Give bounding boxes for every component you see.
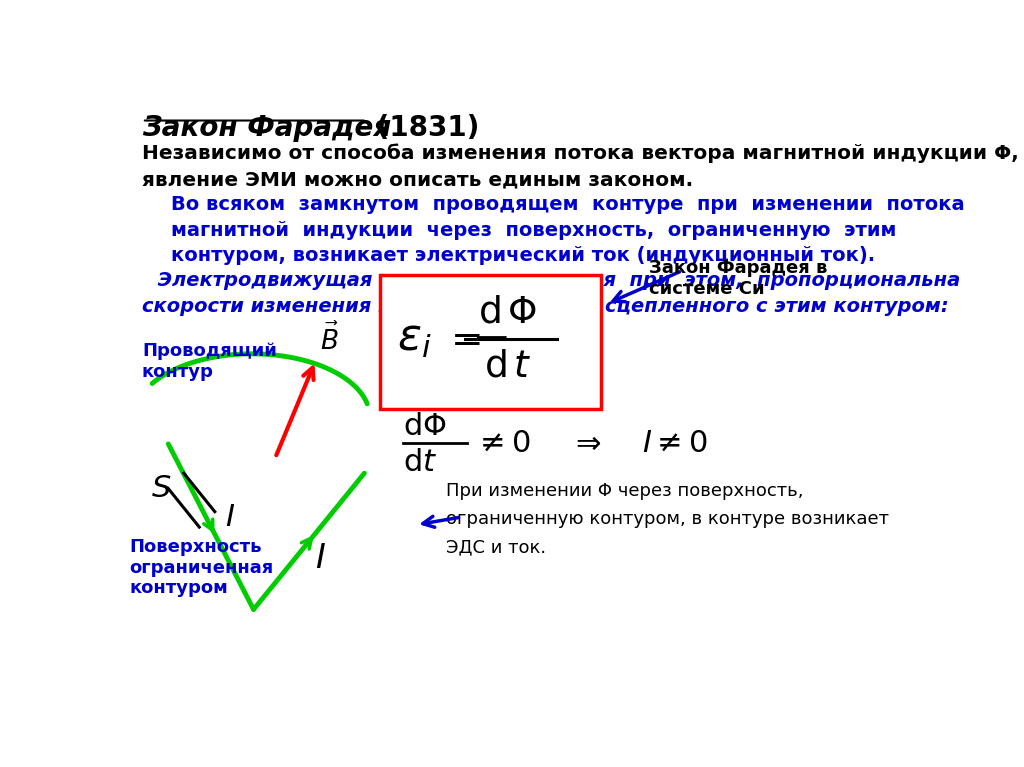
Text: Электродвижущая  сила,  возникающая  при  этом,  пропорциональна: Электродвижущая сила, возникающая при эт… [152, 272, 961, 291]
Text: Закон Фарадея: Закон Фарадея [142, 114, 391, 143]
Text: Независимо от способа изменения потока вектора магнитной индукции Φ,: Независимо от способа изменения потока в… [142, 143, 1019, 163]
Text: $\mathit{I}$: $\mathit{I}$ [315, 542, 326, 574]
Text: скорости изменения магнитного потока, сцепленного с этим контуром:: скорости изменения магнитного потока, сц… [142, 297, 948, 316]
Text: ЭДС и ток.: ЭДС и ток. [445, 538, 546, 556]
Text: (1831): (1831) [367, 114, 479, 143]
Text: $S$: $S$ [152, 474, 172, 503]
Text: $\mathrm{d}\Phi$: $\mathrm{d}\Phi$ [403, 412, 446, 441]
Text: $\mathit{I}$: $\mathit{I}$ [225, 503, 236, 532]
Text: Закон Фарадея в
системе Си: Закон Фарадея в системе Си [649, 259, 827, 298]
Text: явление ЭМИ можно описать единым законом.: явление ЭМИ можно описать единым законом… [142, 170, 693, 189]
Text: Проводящий
контур: Проводящий контур [142, 342, 276, 381]
Text: Во всяком  замкнутом  проводящем  контуре  при  изменении  потока: Во всяком замкнутом проводящем контуре п… [171, 196, 965, 214]
Text: $\mathrm{d}\,t$: $\mathrm{d}\,t$ [484, 348, 531, 384]
Text: $\varepsilon_i$: $\varepsilon_i$ [397, 318, 431, 360]
Text: При изменении Φ через поверхность,: При изменении Φ через поверхность, [445, 482, 803, 500]
Text: $\Rightarrow$: $\Rightarrow$ [569, 429, 602, 458]
Text: $\mathrm{d}\,\Phi$: $\mathrm{d}\,\Phi$ [478, 295, 538, 331]
Text: магнитной  индукции  через  поверхность,  ограниченную  этим: магнитной индукции через поверхность, ог… [171, 221, 896, 239]
Text: $-$: $-$ [471, 316, 508, 361]
Text: $\vec{B}$: $\vec{B}$ [321, 324, 339, 356]
Text: $=$: $=$ [443, 320, 481, 358]
Text: $\neq 0$: $\neq 0$ [474, 429, 531, 458]
Text: $I \neq 0$: $I \neq 0$ [642, 429, 708, 458]
Text: Поверхность
ограниченная
контуром: Поверхность ограниченная контуром [130, 538, 273, 597]
Text: $\mathrm{d}t$: $\mathrm{d}t$ [403, 448, 437, 477]
FancyBboxPatch shape [380, 275, 601, 410]
Text: контуром, возникает электрический ток (индукционный ток).: контуром, возникает электрический ток (и… [171, 246, 874, 265]
Text: ограниченную контуром, в контуре возникает: ограниченную контуром, в контуре возника… [445, 510, 889, 528]
